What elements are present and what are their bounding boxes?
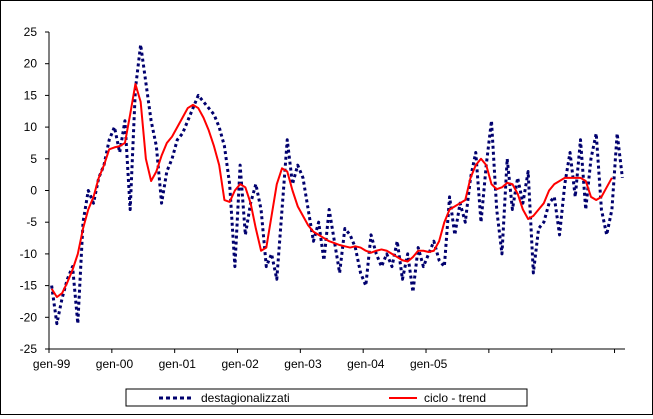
x-tick-label: gen-01: [159, 357, 197, 371]
legend-box: [125, 388, 528, 407]
legend-label-ciclo-trend: ciclo - trend: [424, 391, 486, 405]
legend-label-destagionalizzati: destagionalizzati: [201, 391, 290, 405]
x-tick-label: gen-00: [96, 357, 134, 371]
x-tick-label: gen-03: [284, 357, 322, 371]
y-tick-label: 20: [24, 57, 38, 71]
y-tick-label: 10: [24, 120, 38, 134]
x-tick-label: gen-05: [410, 357, 448, 371]
y-tick-label: -20: [20, 310, 38, 324]
x-tick-label: gen-04: [347, 357, 385, 371]
legend: destagionalizzati ciclo - trend: [125, 388, 528, 407]
axes: [48, 32, 625, 350]
x-tick-label: gen-02: [221, 357, 259, 371]
x-axis-ticks: gen-99 gen-00 gen-01 gen-02 gen-03 gen-04 gen-…: [33, 349, 616, 371]
y-tick-label: 5: [30, 152, 37, 166]
y-tick-label: 0: [30, 184, 37, 198]
y-tick-label: -10: [20, 247, 38, 261]
series-line-destagionalizzati: [50, 43, 624, 326]
x-tick-label: gen-99: [33, 357, 71, 371]
series-layer: [50, 43, 624, 326]
y-tick-label: 15: [24, 88, 38, 102]
y-axis-ticks: -25 -20 -15 -10 -5 0 5 10 15 20 25: [20, 25, 49, 356]
y-tick-label: 25: [24, 25, 38, 39]
y-tick-label: -15: [20, 279, 38, 293]
series-line-ciclo-trend: [50, 82, 613, 299]
y-tick-label: -5: [26, 215, 37, 229]
y-tick-label: -25: [20, 342, 38, 356]
